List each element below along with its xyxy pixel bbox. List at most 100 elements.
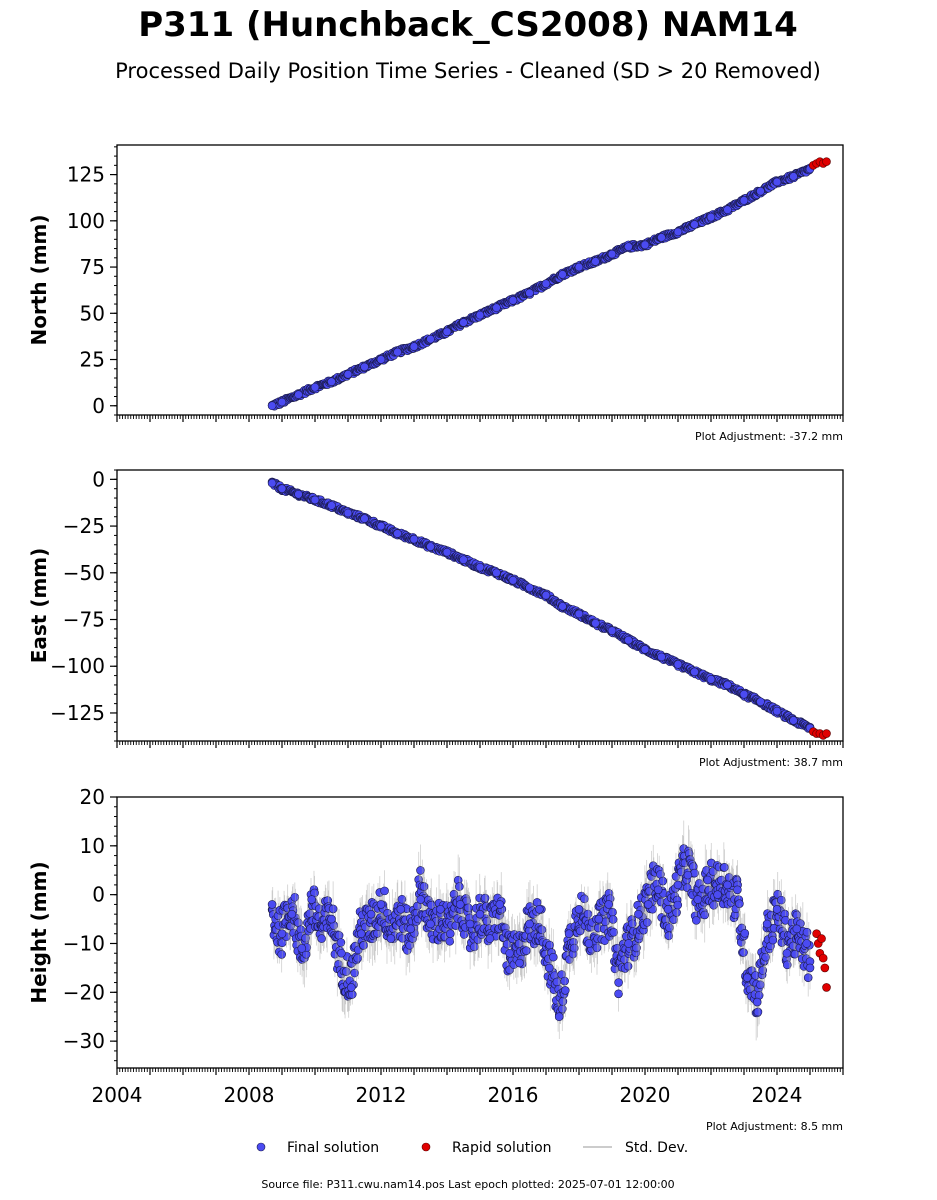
final-solution-point <box>756 186 765 196</box>
final-solution-point <box>336 938 346 947</box>
final-solution-point <box>673 900 683 910</box>
final-solution-point <box>380 886 389 896</box>
final-solution-point <box>607 626 617 636</box>
final-solution-point <box>772 177 782 187</box>
plot-area <box>267 157 831 411</box>
east-panel: 0 −25 −50 −75 −100 −125 East (mm) Plot Adjustme… <box>27 467 844 769</box>
final-solution-point <box>442 327 452 337</box>
y-tick-label: 25 <box>80 348 105 372</box>
final-solution-point <box>608 915 618 924</box>
final-solution-point <box>310 495 320 505</box>
final-solution-point <box>549 952 558 962</box>
final-solution-point <box>459 555 468 565</box>
final-solution-point <box>591 257 600 266</box>
final-solution-point <box>455 882 464 891</box>
final-solution-point <box>327 501 336 510</box>
final-solution-point <box>492 568 501 578</box>
final-solution-point <box>525 583 534 593</box>
final-solution-point <box>464 903 473 913</box>
y-tick-label: 50 <box>80 301 105 325</box>
final-solution-point <box>545 940 555 950</box>
final-solution-point <box>706 675 716 684</box>
final-solution-point <box>419 882 429 891</box>
final-solution-point <box>608 907 617 917</box>
final-solution-point <box>267 401 277 411</box>
final-solution-point <box>690 220 699 229</box>
final-solution-point <box>360 362 369 372</box>
y-tick-label: 100 <box>67 209 105 233</box>
north-panel: 0 25 50 75 100 125 North (mm) Plot Adjustment: … <box>27 144 844 443</box>
final-solution-point <box>442 547 452 557</box>
final-solution-point <box>290 892 300 902</box>
final-solution-point <box>700 910 709 920</box>
final-solution-point <box>673 660 683 669</box>
final-solution-point <box>327 377 336 387</box>
final-solution-point <box>558 997 568 1006</box>
final-solution-point <box>294 489 303 499</box>
final-solution-point <box>537 925 547 935</box>
final-solution-point <box>360 514 369 523</box>
final-solution-point <box>627 919 637 929</box>
final-solution-point <box>343 508 353 518</box>
final-solution-point <box>609 927 619 937</box>
final-solution-point <box>393 529 402 538</box>
final-solution-point <box>607 249 617 259</box>
rapid-solution-point <box>822 157 831 166</box>
final-solution-point <box>445 936 455 946</box>
final-solution-point <box>614 989 623 999</box>
final-solution-point <box>789 716 798 725</box>
y-tick-label: −125 <box>50 701 105 725</box>
plot-adjustment-label: Plot Adjustment: -37.2 mm <box>695 430 843 443</box>
y-tick-label: −50 <box>63 561 105 585</box>
final-solution-point <box>459 318 468 327</box>
y-tick-label: −75 <box>63 608 105 632</box>
final-solution-point <box>658 876 668 886</box>
y-axis-label: North (mm) <box>27 214 51 345</box>
final-solution-point <box>574 609 584 619</box>
final-solution-point <box>277 397 287 407</box>
final-solution-point <box>789 172 798 181</box>
final-solution-point <box>475 562 485 572</box>
y-tick-label: 0 <box>92 394 105 418</box>
final-solution-point <box>640 645 650 654</box>
final-solution-point <box>334 931 344 940</box>
y-tick-label: 125 <box>67 163 105 187</box>
y-tick-label: 0 <box>92 467 105 491</box>
final-solution-point <box>739 689 749 699</box>
final-solution-point <box>558 602 567 611</box>
final-solution-point <box>470 942 479 952</box>
final-solution-point <box>772 706 782 716</box>
final-solution-point <box>657 233 666 242</box>
final-solution-point <box>267 478 277 488</box>
y-axis-label: East (mm) <box>27 548 51 664</box>
final-solution-point <box>541 279 551 288</box>
final-solution-point <box>640 240 650 250</box>
figure-title: P311 (Hunchback_CS2008) NAM14 <box>138 5 798 45</box>
plot-area <box>267 820 831 1041</box>
final-solution-point <box>525 288 534 298</box>
final-solution-point <box>426 334 435 344</box>
final-solution-point <box>672 908 681 917</box>
final-solution-point <box>475 310 485 320</box>
final-solution-point <box>592 943 602 953</box>
plot-frame <box>116 469 844 742</box>
final-solution-point <box>409 534 419 544</box>
final-solution-point <box>739 196 749 205</box>
y-tick-label: −25 <box>63 514 105 538</box>
final-solution-point <box>393 347 402 357</box>
final-solution-point <box>277 484 287 493</box>
final-solution-point <box>341 967 351 976</box>
figure-subtitle: Processed Daily Position Time Series - C… <box>115 59 821 83</box>
final-solution-point <box>624 242 633 252</box>
final-solution-point <box>673 227 683 237</box>
final-solution-point <box>558 270 567 279</box>
rapid-solution-point <box>822 729 831 738</box>
final-solution-point <box>359 941 368 950</box>
final-solution-point <box>294 390 303 399</box>
final-solution-point <box>657 652 666 662</box>
final-solution-point <box>376 355 386 364</box>
final-solution-point <box>508 296 518 305</box>
plot-frame <box>116 144 844 416</box>
